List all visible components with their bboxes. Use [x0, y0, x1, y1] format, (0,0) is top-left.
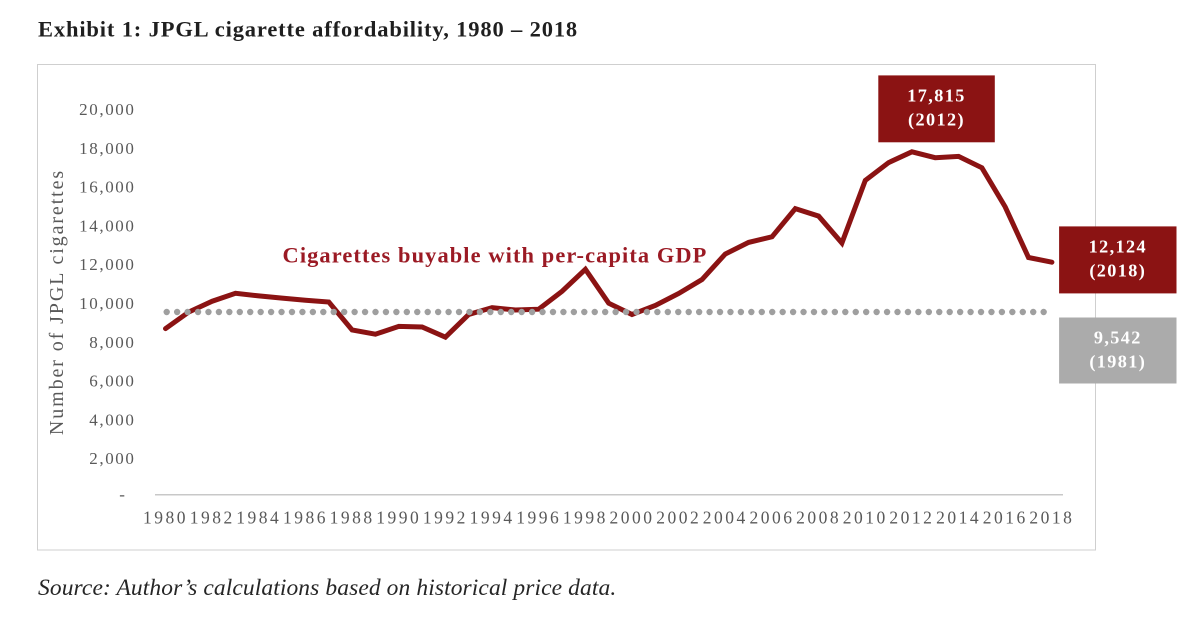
svg-text:1986: 1986: [283, 508, 328, 528]
svg-text:Source: Author’s calculations: Source: Author’s calculations based on h…: [38, 575, 616, 601]
svg-text:1996: 1996: [516, 508, 561, 528]
svg-text:2010: 2010: [843, 508, 888, 528]
svg-text:18,000: 18,000: [79, 139, 135, 158]
svg-text:2006: 2006: [750, 508, 795, 528]
svg-text:Number of JPGL cigarettes: Number of JPGL cigarettes: [46, 169, 68, 435]
svg-text:8,000: 8,000: [89, 333, 135, 352]
svg-text:2,000: 2,000: [89, 449, 135, 468]
svg-text:(2012): (2012): [908, 109, 965, 130]
svg-text:17,815: 17,815: [907, 85, 965, 105]
svg-text:2000: 2000: [610, 508, 655, 528]
svg-text:12,124: 12,124: [1089, 236, 1147, 256]
svg-text:16,000: 16,000: [79, 178, 135, 197]
svg-text:2016: 2016: [983, 508, 1028, 528]
svg-text:10,000: 10,000: [79, 294, 135, 313]
svg-text:(1981): (1981): [1089, 351, 1146, 372]
svg-text:Cigarettes buyable with per-ca: Cigarettes buyable with per-capita GDP: [283, 243, 708, 268]
svg-text:Exhibit 1: JPGL cigarette affo: Exhibit 1: JPGL cigarette affordability,…: [38, 17, 578, 42]
svg-text:9,542: 9,542: [1094, 327, 1142, 347]
svg-text:2008: 2008: [796, 508, 841, 528]
svg-text:1994: 1994: [470, 508, 515, 528]
svg-text:1998: 1998: [563, 508, 608, 528]
svg-text:20,000: 20,000: [79, 100, 135, 119]
svg-text:2014: 2014: [936, 508, 981, 528]
svg-text:2012: 2012: [889, 508, 934, 528]
svg-text:1992: 1992: [423, 508, 468, 528]
svg-text:1988: 1988: [330, 508, 375, 528]
svg-text:2018: 2018: [1029, 508, 1074, 528]
svg-text:2002: 2002: [656, 508, 701, 528]
svg-text:1990: 1990: [376, 508, 421, 528]
svg-text:1980: 1980: [143, 508, 188, 528]
svg-text:(2018): (2018): [1089, 260, 1146, 281]
svg-text:4,000: 4,000: [89, 410, 135, 429]
svg-text:6,000: 6,000: [89, 372, 135, 391]
svg-text:1984: 1984: [236, 508, 281, 528]
svg-text:14,000: 14,000: [79, 216, 135, 235]
svg-text:-: -: [119, 485, 126, 504]
svg-text:2004: 2004: [703, 508, 748, 528]
svg-text:12,000: 12,000: [79, 255, 135, 274]
svg-text:1982: 1982: [190, 508, 235, 528]
